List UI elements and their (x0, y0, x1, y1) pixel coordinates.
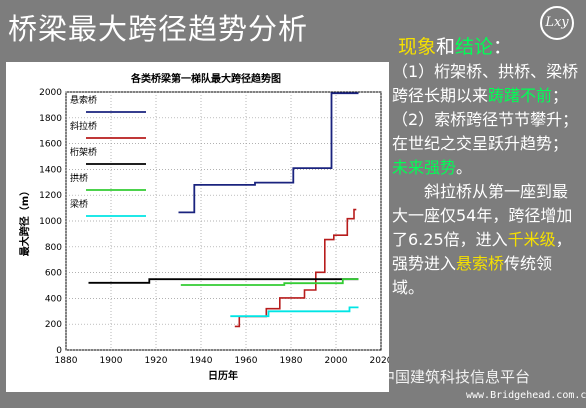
y-tick-label: 0 (56, 346, 62, 356)
y-tick-label: 1000 (39, 217, 62, 227)
point-2-end: 。 (456, 158, 473, 177)
series-line-3 (180, 278, 359, 286)
y-axis-label: 最大跨径（m） (18, 186, 31, 256)
span-trend-chart: 各类桥梁第一梯队最大跨径趋势图 1880 1900 1920 1940 1960 1980… (18, 72, 393, 382)
legend-label: 桁架桥 (70, 146, 97, 158)
y-tick-label: 1200 (39, 191, 62, 201)
point-1: （1）桁架桥、拱桥、梁桥跨径长期以来踌躇不前； (392, 60, 582, 108)
x-tick-label: 1900 (100, 356, 123, 366)
conclusion-heading: 现象和结论： (398, 34, 582, 60)
x-axis-label: 日历年 (208, 369, 238, 382)
series-line-2 (88, 278, 359, 284)
heading-and: 和 (436, 36, 456, 58)
point-3-end: 传统领域。 (392, 254, 553, 297)
watermark-text: 中国建筑科技信息平台 (380, 368, 531, 386)
point-3: 斜拉桥从第一座到最大一座仅54年，跨径增加了6.25倍，进入千米级，强势进入悬索… (392, 180, 582, 300)
point-1-highlight: 踌躇不前 (488, 86, 553, 105)
wechat-icon (358, 370, 376, 384)
y-tick-label: 1600 (39, 140, 62, 150)
slide-title: 桥梁最大跨径趋势分析 (8, 12, 309, 46)
legend-label: 梁桥 (70, 198, 88, 210)
series-line-4 (230, 306, 359, 318)
point-3-highlight-a: 千米级 (507, 230, 556, 249)
watermark-url: www.Bridgehead.com.cn (466, 390, 586, 401)
x-tick-label: 1940 (190, 356, 213, 366)
x-tick-label: 1920 (145, 356, 168, 366)
point-2-text: （2）索桥跨径节节攀升；在世纪之交呈跃升趋势； (392, 110, 579, 153)
point-1-end: ； (552, 86, 569, 105)
legend-label: 斜拉桥 (70, 120, 97, 132)
point-1-text: （1）桁架桥、拱桥、梁桥跨径长期以来 (392, 62, 579, 105)
conclusion-panel: 现象和结论： （1）桁架桥、拱桥、梁桥跨径长期以来踌躇不前； （2）索桥跨径节节… (392, 34, 582, 300)
chart-panel: 各类桥梁第一梯队最大跨径趋势图 1880 1900 1920 1940 1960 1980… (6, 62, 393, 392)
legend-label: 悬索桥 (70, 94, 97, 106)
y-tick-label: 1400 (39, 165, 62, 175)
series-line-1 (234, 208, 357, 328)
x-tick-label: 2000 (325, 356, 348, 366)
series-lines (88, 92, 359, 328)
legend-label: 拱桥 (70, 172, 88, 184)
y-tick-label: 1800 (39, 114, 62, 124)
y-tick-label: 800 (45, 243, 62, 253)
point-2: （2）索桥跨径节节攀升；在世纪之交呈跃升趋势； 未来强势。 (392, 108, 582, 180)
x-tick-label: 1880 (55, 356, 78, 366)
series-line-0 (178, 92, 359, 214)
logo: Lxy (540, 6, 574, 40)
y-tick-label: 400 (45, 294, 62, 304)
y-tick-label: 200 (45, 320, 62, 330)
point-3-mid: ，强势 (392, 230, 572, 273)
point-3-text: 斜拉桥从第一座到最大一座仅54年，跨径增加了6.25倍，进入 (392, 182, 573, 249)
y-tick-label: 2000 (39, 88, 62, 98)
point-3-highlight-b: 悬索桥 (456, 254, 505, 273)
chart-title: 各类桥梁第一梯队最大跨径趋势图 (130, 72, 281, 85)
point-3-enter: 进入 (424, 254, 457, 273)
heading-colon: ： (493, 36, 513, 58)
y-tick-label: 600 (45, 269, 62, 279)
plot-area (65, 91, 382, 351)
grid-lines (65, 91, 382, 351)
x-tick-label: 1960 (235, 356, 258, 366)
heading-conclusion: 结论 (455, 36, 494, 58)
x-tick-label: 1980 (280, 356, 303, 366)
point-2-highlight: 未来强势 (392, 158, 457, 177)
heading-phenomenon: 现象 (398, 36, 437, 58)
